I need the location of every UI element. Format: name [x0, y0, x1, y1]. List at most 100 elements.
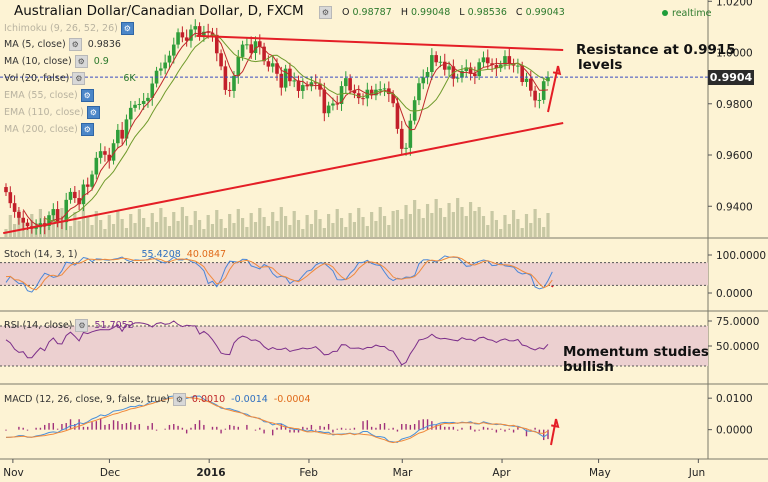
resistance-annotation-line2: levels — [578, 57, 623, 73]
close-label: C — [515, 7, 523, 18]
gear-icon[interactable]: ⚙ — [68, 38, 82, 51]
candle — [171, 44, 176, 56]
candle — [77, 198, 81, 205]
y-tick-label: 0.0100 — [716, 393, 753, 405]
gear-icon[interactable]: ⚙ — [80, 123, 94, 136]
volume-bar — [154, 222, 159, 237]
volume-bar — [370, 212, 374, 237]
candle — [210, 32, 215, 35]
candle — [524, 78, 529, 82]
candle — [249, 44, 253, 54]
candle — [537, 99, 542, 101]
y-tick-label: 0.0000 — [716, 425, 753, 437]
ma10-legend[interactable]: MA (10, close) ⚙ 0.9 — [4, 55, 109, 68]
volume-bar — [253, 222, 258, 237]
volume-bar — [150, 213, 154, 237]
candle — [430, 55, 434, 72]
ma5-legend[interactable]: MA (5, close) ⚙ 0.9836 — [4, 38, 121, 51]
candle — [159, 68, 163, 71]
volume-bar — [146, 227, 150, 237]
candle — [184, 37, 189, 41]
volume-bar — [413, 200, 417, 237]
ma5-value: 0.9836 — [87, 39, 121, 50]
volume-bar — [357, 208, 361, 237]
candle — [464, 67, 469, 71]
volume-bar — [404, 205, 408, 237]
volume-bar — [542, 227, 546, 237]
stoch-legend[interactable]: Stoch (14, 3, 1) 55.4208 40.0847 — [4, 249, 226, 260]
candle — [546, 77, 550, 82]
gear-icon[interactable]: ⚙ — [86, 106, 100, 119]
candle — [116, 129, 120, 144]
candle — [305, 85, 309, 87]
macd-signal-line — [6, 396, 549, 444]
candle — [245, 44, 249, 46]
macd-line-value: -0.0014 — [231, 394, 268, 405]
volume-bar — [90, 225, 94, 237]
macd-legend[interactable]: MACD (12, 26, close, 9, false, true) ⚙ 0.0… — [4, 393, 311, 406]
candle — [240, 44, 245, 57]
rsi-band — [0, 326, 708, 366]
realtime-dot-icon — [662, 10, 668, 16]
gear-icon[interactable]: ⚙ — [75, 319, 89, 332]
volume-bar — [94, 211, 98, 237]
volume-bar — [438, 208, 443, 237]
volume-bar — [73, 212, 77, 237]
volume-bar — [120, 219, 124, 237]
candle — [111, 143, 116, 161]
volume-bar — [507, 224, 511, 237]
symbol-settings-button[interactable]: ⚙ — [316, 6, 332, 19]
gear-icon[interactable]: ⚙ — [74, 55, 88, 68]
volume-legend[interactable]: Vol (20, false) ⚙ 6K — [4, 72, 136, 85]
ma200-label: MA (200, close) — [4, 124, 78, 135]
candle — [202, 31, 206, 37]
candle — [133, 104, 137, 108]
ema55-legend[interactable]: EMA (55, close) ⚙ — [4, 89, 94, 102]
candle — [520, 65, 524, 82]
volume-bar — [322, 228, 326, 237]
ma10-label: MA (10, close) — [4, 56, 72, 67]
candle — [34, 227, 38, 229]
stoch-label: Stoch (14, 3, 1) — [4, 249, 78, 260]
candle — [73, 191, 77, 199]
volume-bar — [430, 213, 434, 237]
ma200-legend[interactable]: MA (200, close) ⚙ — [4, 123, 94, 136]
candle — [275, 63, 279, 74]
gear-icon[interactable]: ⚙ — [172, 393, 186, 406]
candle — [94, 157, 99, 175]
volume-bar — [335, 209, 339, 237]
volume-bar — [163, 217, 167, 237]
gear-icon[interactable]: ⚙ — [80, 89, 94, 102]
ema110-legend[interactable]: EMA (110, close) ⚙ — [4, 106, 100, 119]
volume-bar — [344, 227, 348, 237]
candle — [442, 61, 447, 70]
rsi-legend[interactable]: RSI (14, close) ⚙ 51.7052 — [4, 319, 134, 332]
ichimoku-legend[interactable]: Ichimoku (9, 26, 52, 26) ⚙ — [4, 22, 134, 35]
candle — [17, 211, 21, 218]
candle — [425, 71, 430, 78]
volume-bar — [258, 208, 262, 237]
candle — [322, 89, 327, 114]
volume-bar — [421, 218, 425, 237]
candle — [331, 103, 335, 106]
candle — [214, 34, 219, 54]
candle — [68, 191, 73, 200]
candle — [189, 29, 193, 41]
rsi-label: RSI (14, close) — [4, 320, 73, 331]
candle — [141, 100, 146, 105]
realtime-label: realtime — [672, 8, 712, 19]
candle — [447, 66, 451, 70]
candle — [473, 73, 477, 77]
gear-icon[interactable]: ⚙ — [120, 22, 134, 35]
y-tick-label: 100.0000 — [716, 250, 766, 262]
gear-icon[interactable]: ⚙ — [72, 72, 86, 85]
high-label: H — [400, 7, 408, 18]
volume-bar — [520, 228, 524, 237]
volume-bar — [516, 219, 520, 237]
volume-bar — [301, 229, 305, 237]
support-trendline — [3, 122, 564, 235]
volume-bar — [533, 209, 537, 237]
candle — [146, 97, 150, 101]
